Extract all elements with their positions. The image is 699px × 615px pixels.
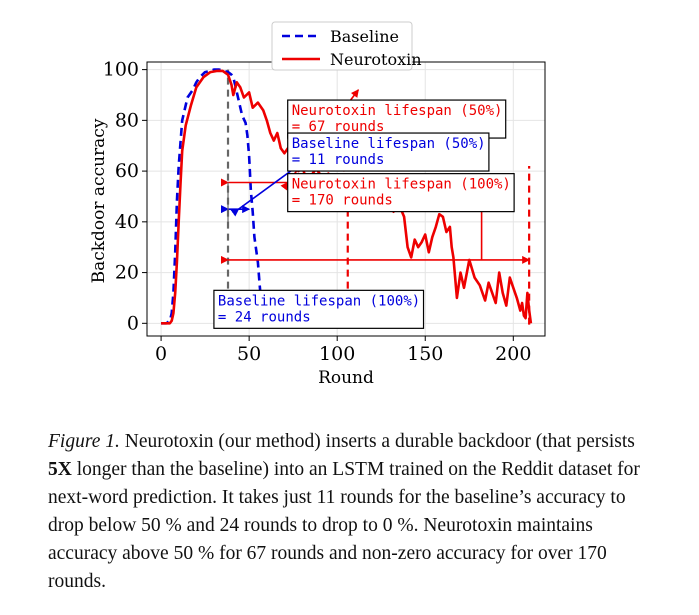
- annotation-box: Neurotoxin lifespan (50%) = 67 rounds: [287, 99, 507, 139]
- annotation-frame: [287, 132, 490, 172]
- legend-label: Baseline: [330, 27, 399, 46]
- caption-label: Figure 1.: [48, 431, 120, 452]
- x-tick-label: 200: [495, 343, 531, 365]
- x-tick-label: 0: [155, 343, 167, 365]
- x-axis-label: Round: [318, 368, 374, 388]
- y-tick-label: 60: [115, 160, 139, 182]
- caption-text-1: Neurotoxin (our method) inserts a durabl…: [119, 431, 635, 452]
- y-tick-label: 80: [115, 109, 139, 131]
- caption-text-2: longer than the baseline) into an LSTM t…: [48, 459, 640, 592]
- annotation-box: Neurotoxin lifespan (100%) = 170 rounds: [287, 173, 515, 213]
- y-tick-label: 0: [127, 312, 139, 334]
- x-tick-label: 100: [319, 343, 355, 365]
- annotation-text: Neurotoxin lifespan (50%): [292, 103, 503, 119]
- annotation-box: Baseline lifespan (100%) = 24 rounds: [213, 289, 425, 329]
- annotation-text: = 67 rounds: [292, 119, 385, 135]
- annotation-box: Baseline lifespan (50%) = 11 rounds: [287, 132, 490, 172]
- annotation-text: = 11 rounds: [292, 152, 385, 168]
- x-tick-label: 50: [237, 343, 261, 365]
- annotation-text: Neurotoxin lifespan (100%): [292, 177, 511, 193]
- x-tick-label: 150: [407, 343, 443, 365]
- y-tick-label: 20: [115, 262, 139, 284]
- annotation-frame: [287, 173, 515, 213]
- baseline-line: [161, 68, 268, 325]
- caption-bold: 5X: [48, 459, 72, 480]
- annotation-text: = 170 rounds: [292, 193, 393, 209]
- annotation-text: Baseline lifespan (100%): [218, 293, 420, 309]
- legend: Baseline Neurotoxin: [271, 21, 422, 71]
- figure-caption: Figure 1. Neurotoxin (our method) insert…: [48, 428, 658, 596]
- y-tick-label: 100: [103, 59, 139, 81]
- lifespan-chart: 0 50 100 150 200 0 20 40 60 80 100 Round Backdoor …: [89, 21, 546, 388]
- annotation-frame: [213, 289, 425, 329]
- legend-label: Neurotoxin: [330, 50, 422, 69]
- annotation-text: Baseline lifespan (50%): [292, 136, 486, 152]
- y-axis-label: Backdoor accuracy: [89, 118, 109, 283]
- y-tick-label: 40: [115, 211, 139, 233]
- annotation-text: = 24 rounds: [218, 309, 311, 325]
